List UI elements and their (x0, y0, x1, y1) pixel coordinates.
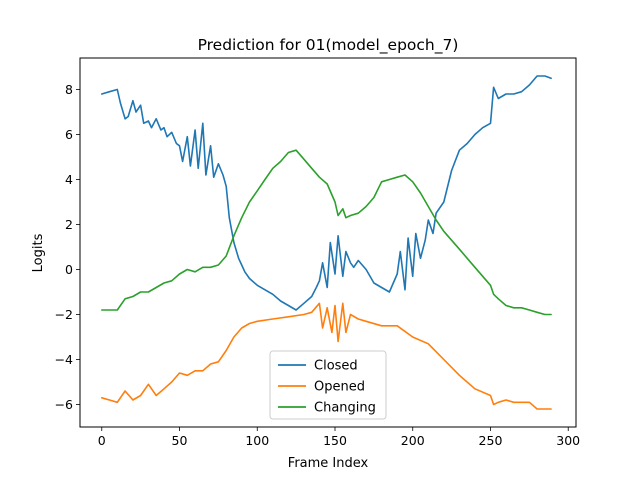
y-axis: −6 −4 −2 0 2 4 6 8 (55, 82, 80, 412)
series-line-opened (101, 302, 552, 410)
x-axis-label: Frame Index (288, 456, 369, 471)
legend-box (269, 350, 387, 420)
y-tick-label: 8 (65, 82, 73, 97)
y-tick-label: −2 (55, 307, 73, 322)
legend-label-opened: Opened (314, 380, 365, 395)
y-tick-label: 2 (65, 217, 73, 232)
x-tick-label: 50 (172, 433, 188, 448)
x-tick-label: 0 (98, 433, 106, 448)
series-line-closed (101, 75, 552, 311)
chart-title: Prediction for 01(model_epoch_7) (198, 36, 459, 55)
legend-label-closed: Closed (314, 359, 358, 374)
x-tick-label: 150 (323, 433, 347, 448)
series-lines (101, 75, 552, 410)
plot-frame (79, 57, 577, 428)
y-tick-label: 0 (65, 262, 73, 277)
y-tick-label: 6 (65, 127, 73, 142)
x-tick-label: 100 (245, 433, 269, 448)
series-line-changing (101, 149, 552, 316)
y-tick-label: −4 (55, 352, 73, 367)
x-tick-label: 200 (401, 433, 425, 448)
y-tick-label: 4 (65, 172, 73, 187)
x-tick-label: 250 (479, 433, 503, 448)
y-axis-label: Logits (31, 233, 46, 272)
x-tick-label: 300 (556, 433, 580, 448)
y-tick-label: −6 (55, 397, 73, 412)
legend-label-changing: Changing (314, 401, 376, 416)
x-axis: 0 50 100 150 200 250 300 (98, 427, 580, 448)
legend: Closed Opened Changing (269, 350, 387, 420)
